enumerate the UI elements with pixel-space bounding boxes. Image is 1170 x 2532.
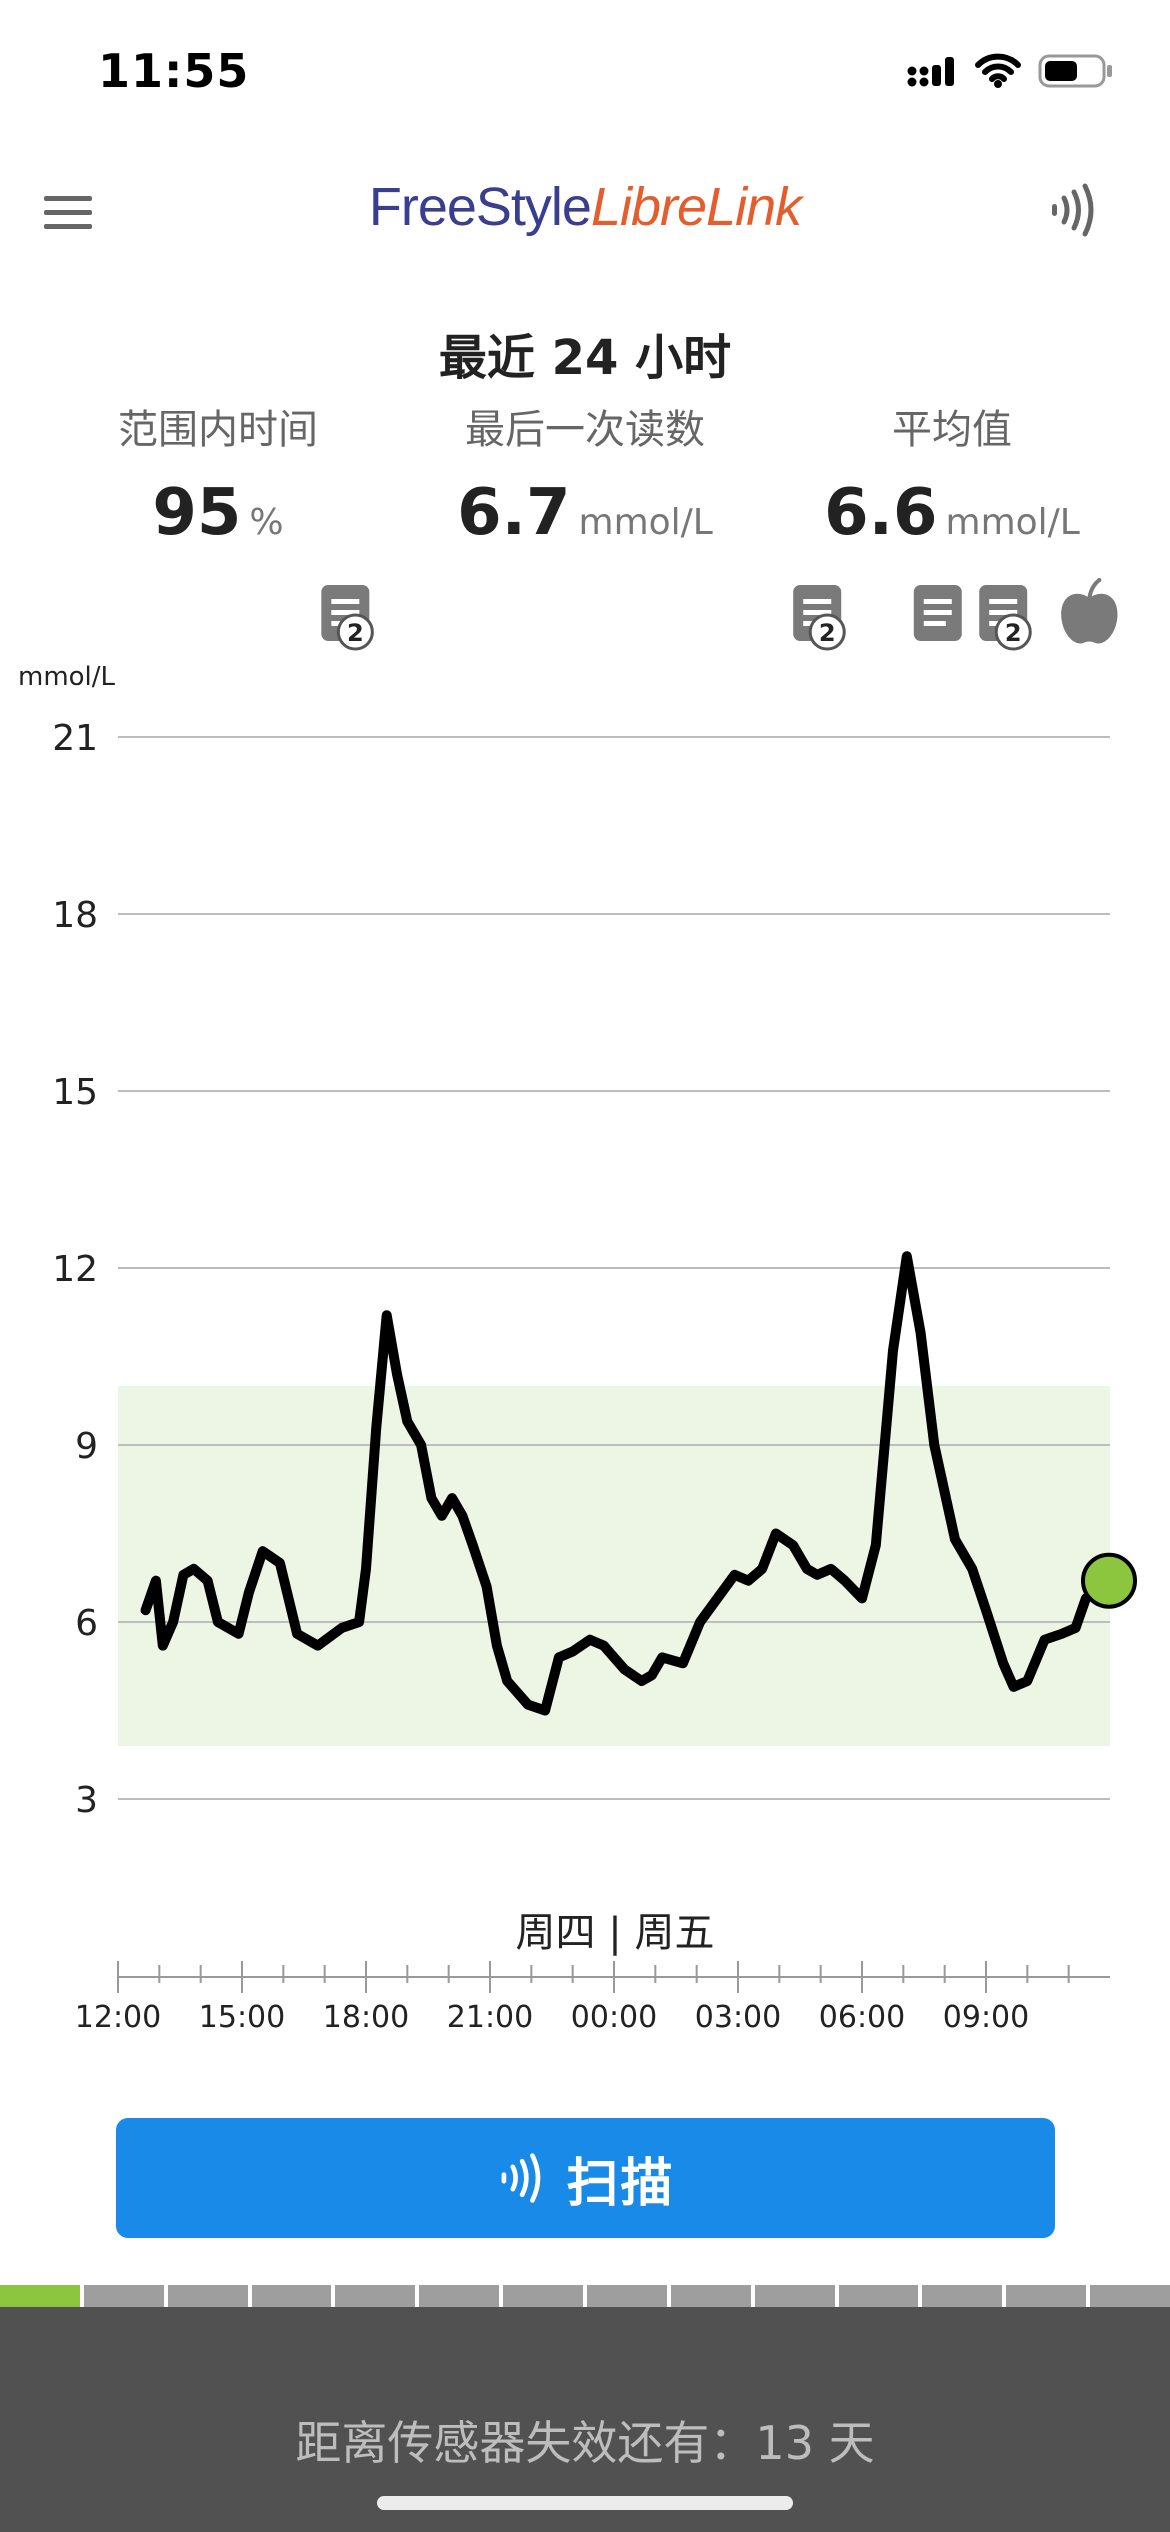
wifi-icon	[975, 53, 1021, 88]
stat-value: 6.6	[824, 476, 938, 550]
home-indicator[interactable]	[377, 2496, 793, 2510]
y-tick-label: 12	[52, 1249, 98, 1290]
x-tick-label: 03:00	[695, 2000, 781, 2035]
time-in-range-stat: 范围内时间 95%	[33, 400, 403, 550]
app-header: FreeStyleLibreLink	[0, 160, 1170, 270]
cellular-signal-icon	[907, 57, 954, 87]
stat-unit: mmol/L	[578, 502, 713, 543]
average-stat: 平均值 6.6 mmol/L	[767, 400, 1137, 550]
brand-librelink: LibreLink	[590, 177, 802, 237]
current-reading-point	[1081, 1552, 1137, 1609]
y-tick-label: 21	[52, 718, 98, 759]
x-tick-label: 18:00	[323, 2000, 409, 2035]
sensor-progress-segment	[1006, 2285, 1091, 2307]
sensor-footer: 距离传感器失效还有：13 天	[0, 2307, 1170, 2532]
sensor-progress-segment	[419, 2285, 504, 2307]
stat-label: 范围内时间	[118, 407, 318, 453]
y-tick-label: 6	[75, 1603, 98, 1644]
y-tick-label: 18	[52, 895, 98, 936]
status-bar: 11:55	[0, 0, 1170, 150]
stat-unit: mmol/L	[945, 502, 1080, 543]
nfc-scan-icon	[502, 2153, 541, 2203]
last-reading-stat: 最后一次读数 6.7 mmol/L	[400, 400, 770, 550]
brand-freestyle: FreeStyle	[368, 177, 592, 237]
sensor-progress-segment	[251, 2285, 336, 2307]
x-tick-label: 00:00	[571, 2000, 657, 2035]
status-time: 11:55	[98, 44, 250, 98]
y-tick-label: 3	[75, 1780, 98, 1821]
svg-text:2: 2	[1005, 619, 1022, 647]
sensor-progress-segment	[838, 2285, 923, 2307]
sensor-progress-segment	[167, 2285, 252, 2307]
note-icon[interactable]	[913, 585, 962, 641]
stat-label: 最后一次读数	[465, 407, 705, 453]
y-tick-label: 9	[75, 1426, 98, 1467]
stat-value: 95	[152, 476, 242, 550]
sensor-progress-segment	[922, 2285, 1007, 2307]
x-tick-label: 12:00	[75, 2000, 161, 2035]
sensor-progress-segment	[0, 2285, 84, 2307]
scan-button[interactable]: 扫描	[116, 2118, 1055, 2238]
x-tick-label: 06:00	[819, 2000, 905, 2035]
sensor-progress-segment	[670, 2285, 755, 2307]
sensor-progress-segment	[335, 2285, 420, 2307]
glucose-chart: mmol/L 21 18 15 12 9 6 3 周四 | 周五 12:00 15:00 18:00 2…	[0, 560, 1170, 2080]
sensor-progress-segment	[1090, 2285, 1170, 2307]
y-tick-label: 15	[52, 1072, 98, 1113]
note-icon[interactable]: 2	[321, 585, 374, 651]
stat-value: 6.7	[457, 476, 571, 550]
x-tick-label: 21:00	[447, 2000, 533, 2035]
glucose-chart-svg: mmol/L 21 18 15 12 9 6 3 周四 | 周五 12:00 15:00 18:00 2…	[18, 578, 1137, 2035]
sensor-progress-segment	[83, 2285, 168, 2307]
status-icons	[906, 52, 1114, 90]
x-tick-label: 09:00	[943, 2000, 1029, 2035]
note-icon[interactable]: 2	[979, 585, 1032, 651]
svg-text:2: 2	[347, 619, 364, 647]
note-icon[interactable]: 2	[793, 585, 846, 651]
glucose-line	[140, 1251, 1112, 1716]
y-axis-unit-label: mmol/L	[18, 662, 116, 692]
stat-label: 平均值	[892, 407, 1012, 453]
nfc-scan-icon[interactable]	[1046, 180, 1106, 240]
battery-icon	[1038, 54, 1112, 88]
sensor-expiry-text: 距离传感器失效还有：13 天	[295, 2416, 875, 2470]
svg-text:2: 2	[819, 619, 836, 647]
sensor-progress-segment	[587, 2285, 671, 2307]
target-range-band	[118, 1386, 1110, 1746]
sensor-progress-segment	[754, 2285, 839, 2307]
stat-unit: %	[249, 502, 284, 543]
x-tick-label: 15:00	[199, 2000, 285, 2035]
food-apple-icon[interactable]	[1061, 578, 1118, 644]
period-title: 最近 24 小时	[438, 330, 732, 386]
hamburger-menu-icon[interactable]	[44, 190, 96, 234]
sensor-progress-segment	[503, 2285, 588, 2307]
sensor-life-progress	[0, 2285, 1170, 2307]
app-logo: FreeStyleLibreLink	[0, 172, 1170, 242]
scan-button-label: 扫描	[566, 2153, 675, 2214]
day-label: 周四 | 周五	[516, 1910, 715, 1956]
